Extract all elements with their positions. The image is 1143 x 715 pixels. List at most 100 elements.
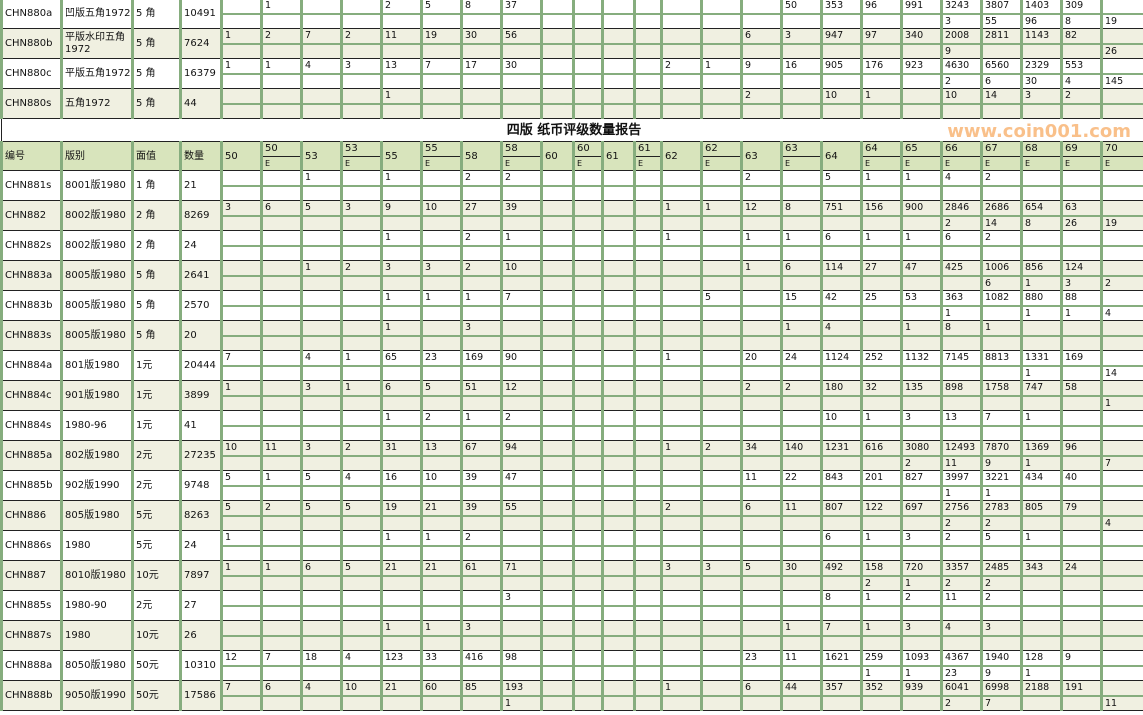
grade-count-cell [300,410,343,427]
grade-epq-count-cell [220,636,263,651]
grade-count-cell: 352 [860,680,903,697]
edition-cell: 1980 [60,620,134,651]
grade-count-cell: 17 [460,58,503,75]
grade-count-cell [420,590,463,607]
grade-epq-count-cell [900,14,943,29]
grade-count-cell [300,88,343,105]
grade-count-cell: 3 [300,440,343,457]
grade-epq-count-cell [500,486,543,501]
grade-count-cell [420,230,463,247]
table-row-epq: 1 2 7 11 [2,696,1143,711]
grade-epq-count-cell [633,696,663,711]
grade-count-cell: 193 [500,680,543,697]
grade-epq-count-cell [340,606,383,621]
edition-cell: 805版1980 [60,500,134,531]
grade-epq-count-cell: 11 [1100,696,1143,711]
grade-epq-count-cell [1020,636,1063,651]
grade-epq-count-cell: 3 [1060,276,1103,291]
grade-count-cell [572,680,604,697]
denomination-cell: 50元 [131,650,182,681]
grade-epq-count-cell [780,104,823,119]
grade-count-cell: 1 [660,350,703,367]
grade-count-cell: 31 [380,440,423,457]
table-row-epq: 1 1 23 9 1 [2,666,1143,681]
grade-epq-count-cell [540,366,575,381]
grade-count-cell: 39 [500,200,543,217]
grade-epq-count-cell [980,636,1023,651]
grade-epq-count-cell [820,426,863,441]
grade-epq-count-cell [660,606,703,621]
grade-count-cell [1020,620,1063,637]
grade-epq-count-cell [1060,336,1103,351]
grade-epq-count-cell [500,546,543,561]
grade-count-cell: 939 [900,680,943,697]
grade-epq-count-cell: 6 [980,74,1023,89]
grade-count-cell: 1 [220,530,263,547]
grade-count-cell: 6998 [980,680,1023,697]
grade-count-cell: 1 [860,620,903,637]
grade-epq-count-cell [740,186,783,201]
grade-count-cell [420,320,463,337]
grade-count-cell [220,260,263,277]
grade-epq-count-cell [220,576,263,591]
grade-count-cell: 425 [940,260,983,277]
grade-epq-count-cell [300,336,343,351]
grade-epq-count-cell [780,456,823,471]
grade-count-cell [572,410,604,427]
grade-epq-count-cell [340,336,383,351]
grade-epq-count-cell [740,606,783,621]
grade-count-cell: 2 [700,440,743,457]
header-grade: 64 [860,141,903,157]
grade-epq-count-cell [633,456,663,471]
grade-epq-count-cell [1100,246,1143,261]
grade-epq-count-cell [740,546,783,561]
grade-count-cell: 4 [340,650,383,667]
grade-epq-count-cell [220,426,263,441]
grade-epq-count-cell [300,44,343,59]
grade-count-cell [572,530,604,547]
grade-count-cell: 2846 [940,200,983,217]
edition-cell: 平版水印五角1972 [60,28,134,59]
grade-count-cell: 1 [860,590,903,607]
grade-count-cell: 20 [740,350,783,367]
grade-count-cell [260,230,303,247]
grade-count-cell [220,230,263,247]
grade-epq-count-cell [860,44,903,59]
grade-epq-count-cell [660,336,703,351]
grade-count-cell [1100,320,1143,337]
grade-epq-count-cell [740,336,783,351]
denomination-cell: 10元 [131,560,182,591]
grade-epq-count-cell [1020,696,1063,711]
grade-epq-count-cell [1060,516,1103,531]
grade-epq-count-cell [1060,576,1103,591]
grade-count-cell: 44 [780,680,823,697]
grade-count-cell [1100,290,1143,307]
grade-epq-count-cell [601,396,636,411]
grade-epq-count-cell [940,186,983,201]
grade-count-cell: 2 [340,28,383,45]
grade-count-cell [1060,410,1103,427]
grade-count-cell [1020,170,1063,187]
grade-epq-count-cell [860,696,903,711]
grade-epq-count-cell [740,276,783,291]
grade-count-cell [572,350,604,367]
grade-epq-count-cell [300,516,343,531]
grade-epq-count-cell [460,606,503,621]
grade-count-cell: 11 [780,500,823,517]
grade-epq-count-cell [820,366,863,381]
grade-count-cell: 6 [380,380,423,397]
grade-count-cell: 1 [260,58,303,75]
grade-count-cell [601,500,636,517]
grade-count-cell: 7 [220,680,263,697]
grade-count-cell: 12 [500,380,543,397]
header-grade: 68 [1020,141,1063,157]
grade-count-cell: 2756 [940,500,983,517]
grade-count-cell [660,320,703,337]
grade-count-cell: 1 [660,200,703,217]
header-grade-epq: E [500,156,543,171]
grade-epq-count-cell [660,14,703,29]
grade-count-cell [601,470,636,487]
grade-epq-count-cell [980,44,1023,59]
grade-epq-count-cell [340,396,383,411]
grade-epq-count-cell [572,696,604,711]
